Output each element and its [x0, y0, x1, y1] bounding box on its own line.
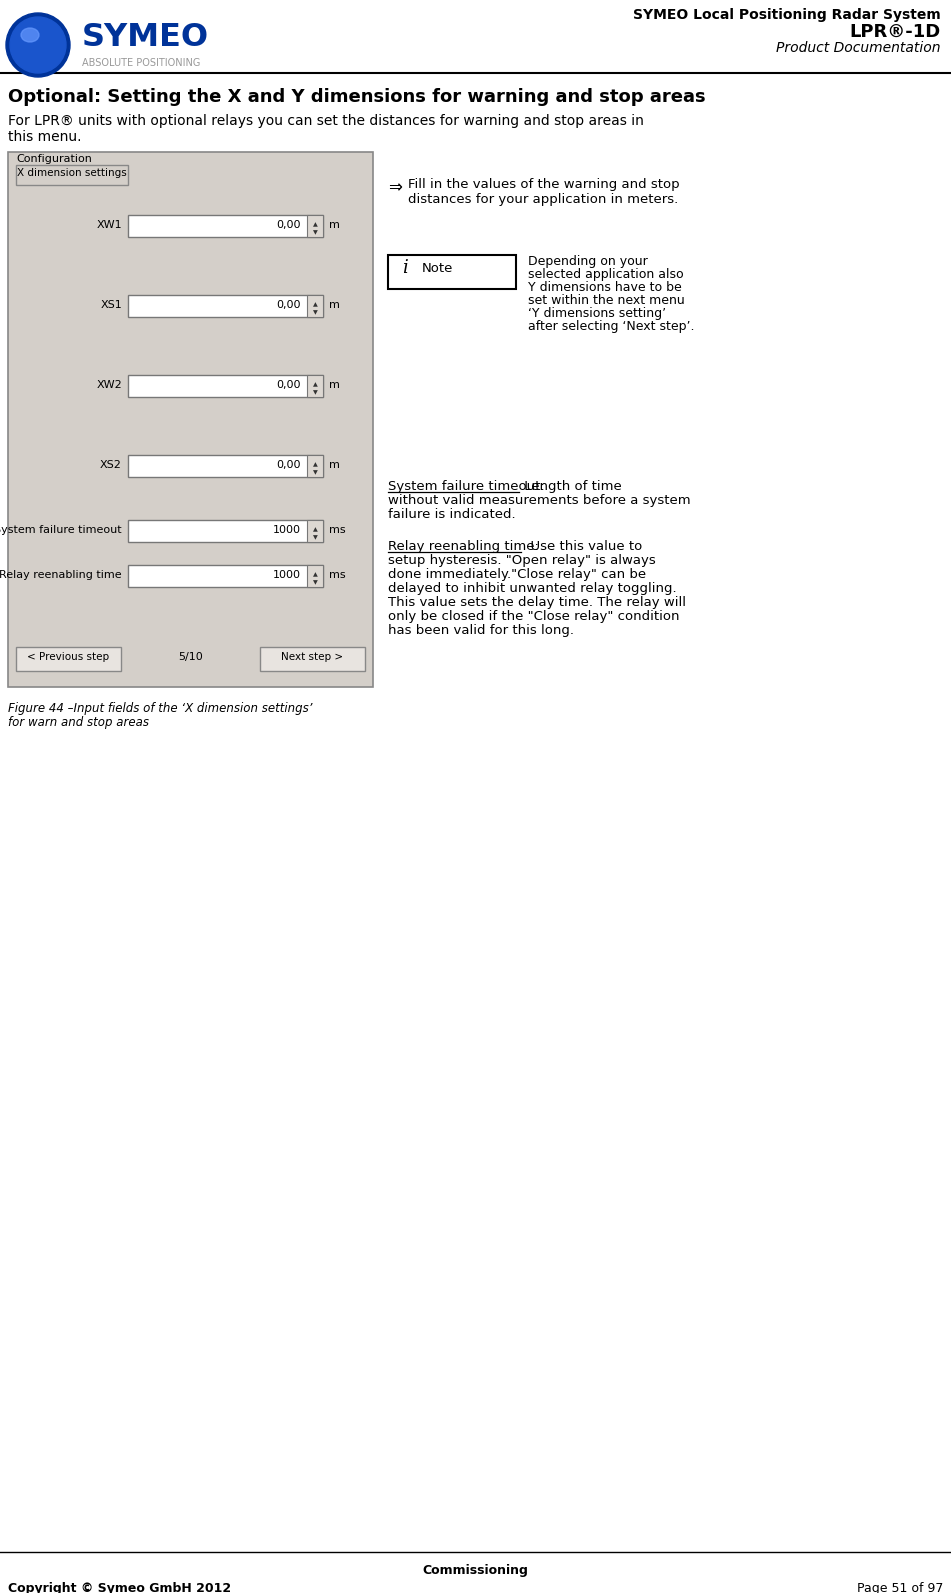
FancyBboxPatch shape: [307, 519, 323, 542]
FancyBboxPatch shape: [16, 647, 121, 671]
Text: delayed to inhibit unwanted relay toggling.: delayed to inhibit unwanted relay toggli…: [388, 581, 676, 596]
Text: 0,00: 0,00: [277, 381, 301, 390]
Text: LPR®-1D: LPR®-1D: [850, 22, 941, 41]
Text: Figure 44 –Input fields of the ‘X dimension settings’: Figure 44 –Input fields of the ‘X dimens…: [8, 703, 313, 715]
FancyBboxPatch shape: [128, 295, 323, 317]
Text: m: m: [329, 381, 340, 390]
Text: ▲: ▲: [313, 382, 318, 387]
Text: Y dimensions have to be: Y dimensions have to be: [528, 280, 682, 295]
FancyBboxPatch shape: [128, 215, 323, 237]
Text: ▼: ▼: [313, 470, 318, 475]
Text: Page 51 of 97: Page 51 of 97: [857, 1582, 943, 1593]
Text: 0,00: 0,00: [277, 460, 301, 470]
Text: m: m: [329, 299, 340, 311]
Text: ▲: ▲: [313, 221, 318, 226]
Text: Relay reenabling time:: Relay reenabling time:: [388, 540, 539, 553]
Text: only be closed if the "Close relay" condition: only be closed if the "Close relay" cond…: [388, 610, 680, 623]
FancyBboxPatch shape: [260, 647, 365, 671]
FancyBboxPatch shape: [307, 456, 323, 476]
Text: System failure timeout:: System failure timeout:: [388, 479, 545, 492]
Text: System failure timeout: System failure timeout: [0, 526, 122, 535]
Text: set within the next menu: set within the next menu: [528, 295, 685, 307]
Text: m: m: [329, 220, 340, 229]
Text: ⇒: ⇒: [388, 178, 402, 196]
Text: 0,00: 0,00: [277, 220, 301, 229]
Text: has been valid for this long.: has been valid for this long.: [388, 624, 574, 637]
FancyBboxPatch shape: [307, 566, 323, 586]
Text: < Previous step: < Previous step: [27, 652, 109, 663]
Text: ms: ms: [329, 526, 345, 535]
Text: ▼: ▼: [313, 311, 318, 315]
Text: selected application also: selected application also: [528, 268, 684, 280]
Text: Configuration: Configuration: [16, 155, 92, 164]
Text: SYMEO Local Positioning Radar System: SYMEO Local Positioning Radar System: [633, 8, 941, 22]
Text: ‘Y dimensions setting’: ‘Y dimensions setting’: [528, 307, 666, 320]
FancyBboxPatch shape: [128, 374, 323, 397]
Text: i: i: [402, 260, 408, 277]
Text: XS1: XS1: [100, 299, 122, 311]
Text: Depending on your: Depending on your: [528, 255, 648, 268]
FancyBboxPatch shape: [128, 519, 323, 542]
Circle shape: [10, 18, 66, 73]
Text: ▼: ▼: [313, 580, 318, 585]
Text: ▲: ▲: [313, 572, 318, 577]
Text: Product Documentation: Product Documentation: [777, 41, 941, 56]
Text: distances for your application in meters.: distances for your application in meters…: [408, 193, 678, 205]
Text: ▼: ▼: [313, 535, 318, 540]
Text: ▲: ▲: [313, 462, 318, 467]
Text: 5/10: 5/10: [178, 652, 203, 663]
Circle shape: [6, 13, 70, 76]
FancyBboxPatch shape: [8, 151, 373, 687]
Text: failure is indicated.: failure is indicated.: [388, 508, 515, 521]
Text: ABSOLUTE POSITIONING: ABSOLUTE POSITIONING: [82, 57, 201, 68]
Text: Length of time: Length of time: [520, 479, 622, 492]
Text: Note: Note: [422, 261, 454, 276]
Text: Copyright © Symeo GmbH 2012: Copyright © Symeo GmbH 2012: [8, 1582, 231, 1593]
Text: XW1: XW1: [96, 220, 122, 229]
Text: Use this value to: Use this value to: [522, 540, 642, 553]
FancyBboxPatch shape: [128, 456, 323, 476]
Text: ms: ms: [329, 570, 345, 580]
Text: m: m: [329, 460, 340, 470]
Text: ▼: ▼: [313, 229, 318, 236]
Text: Next step >: Next step >: [281, 652, 343, 663]
Text: XW2: XW2: [96, 381, 122, 390]
Text: For LPR® units with optional relays you can set the distances for warning and st: For LPR® units with optional relays you …: [8, 115, 644, 127]
FancyBboxPatch shape: [128, 566, 323, 586]
Text: ▼: ▼: [313, 390, 318, 395]
Text: Optional: Setting the X and Y dimensions for warning and stop areas: Optional: Setting the X and Y dimensions…: [8, 88, 706, 107]
Text: Commissioning: Commissioning: [422, 1564, 529, 1577]
FancyBboxPatch shape: [307, 374, 323, 397]
Text: ▲: ▲: [313, 527, 318, 532]
Text: after selecting ‘Next step’.: after selecting ‘Next step’.: [528, 320, 694, 333]
Ellipse shape: [21, 29, 39, 41]
Text: for warn and stop areas: for warn and stop areas: [8, 715, 149, 730]
Text: XS2: XS2: [100, 460, 122, 470]
FancyBboxPatch shape: [16, 166, 128, 185]
FancyBboxPatch shape: [388, 255, 516, 288]
Text: 1000: 1000: [273, 526, 301, 535]
Text: This value sets the delay time. The relay will: This value sets the delay time. The rela…: [388, 596, 686, 609]
Text: setup hysteresis. "Open relay" is always: setup hysteresis. "Open relay" is always: [388, 554, 656, 567]
Text: Fill in the values of the warning and stop: Fill in the values of the warning and st…: [408, 178, 680, 191]
Text: X dimension settings: X dimension settings: [17, 167, 126, 178]
Text: ▲: ▲: [313, 303, 318, 307]
FancyBboxPatch shape: [307, 215, 323, 237]
Text: SYMEO: SYMEO: [82, 22, 209, 53]
FancyBboxPatch shape: [307, 295, 323, 317]
Text: 0,00: 0,00: [277, 299, 301, 311]
Text: Relay reenabling time: Relay reenabling time: [0, 570, 122, 580]
Text: this menu.: this menu.: [8, 131, 82, 143]
Text: done immediately."Close relay" can be: done immediately."Close relay" can be: [388, 569, 646, 581]
Text: without valid measurements before a system: without valid measurements before a syst…: [388, 494, 690, 507]
Text: 1000: 1000: [273, 570, 301, 580]
